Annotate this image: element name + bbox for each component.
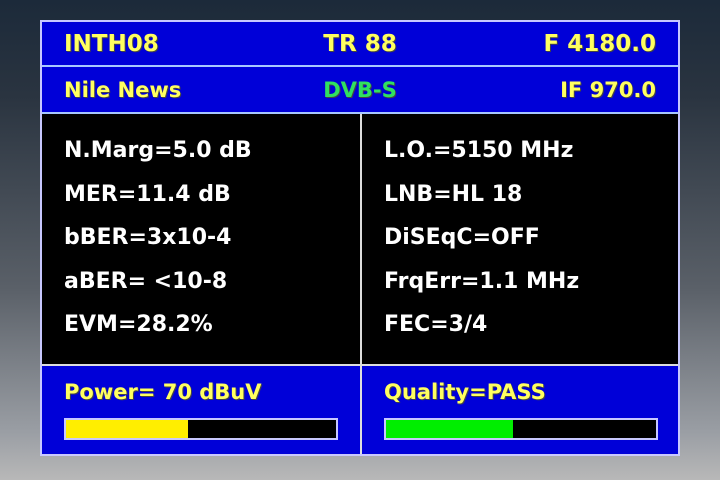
quality-bar bbox=[384, 418, 658, 440]
quality-label: Quality=PASS bbox=[384, 380, 546, 404]
power-meter: Power= 70 dBuV bbox=[42, 366, 362, 454]
quality-bar-fill bbox=[386, 420, 513, 438]
param-aber: aBER= <10-8 bbox=[64, 269, 228, 294]
transponder: TR 88 bbox=[323, 30, 397, 57]
power-label: Power= 70 dBuV bbox=[64, 380, 262, 404]
parameters-area: N.Marg=5.0 dB MER=11.4 dB bBER=3x10-4 aB… bbox=[42, 114, 678, 364]
param-fec: FEC=3/4 bbox=[384, 312, 488, 337]
param-mer: MER=11.4 dB bbox=[64, 182, 231, 207]
frequency: F 4180.0 bbox=[543, 30, 656, 57]
meters-area: Power= 70 dBuV Quality=PASS bbox=[42, 364, 678, 454]
quality-meter: Quality=PASS bbox=[362, 366, 678, 454]
satellite-name: INTH08 bbox=[64, 30, 159, 57]
channel-name: Nile News bbox=[64, 77, 182, 102]
param-bber: bBER=3x10-4 bbox=[64, 225, 232, 250]
subheader-row: Nile News DVB-S IF 970.0 bbox=[42, 67, 678, 114]
signal-meter-panel: INTH08 TR 88 F 4180.0 Nile News DVB-S IF… bbox=[40, 20, 680, 456]
standard: DVB-S bbox=[323, 77, 397, 102]
left-params: N.Marg=5.0 dB MER=11.4 dB bBER=3x10-4 aB… bbox=[42, 114, 362, 364]
param-noise-margin: N.Marg=5.0 dB bbox=[64, 138, 252, 163]
if-frequency: IF 970.0 bbox=[560, 77, 656, 102]
power-bar-fill bbox=[66, 420, 188, 438]
header-row: INTH08 TR 88 F 4180.0 bbox=[42, 22, 678, 67]
param-lo: L.O.=5150 MHz bbox=[384, 138, 574, 163]
param-freq-error: FrqErr=1.1 MHz bbox=[384, 269, 580, 294]
power-bar bbox=[64, 418, 338, 440]
param-diseqc: DiSEqC=OFF bbox=[384, 225, 540, 250]
param-evm: EVM=28.2% bbox=[64, 312, 213, 337]
right-params: L.O.=5150 MHz LNB=HL 18 DiSEqC=OFF FrqEr… bbox=[362, 114, 678, 364]
param-lnb: LNB=HL 18 bbox=[384, 182, 523, 207]
